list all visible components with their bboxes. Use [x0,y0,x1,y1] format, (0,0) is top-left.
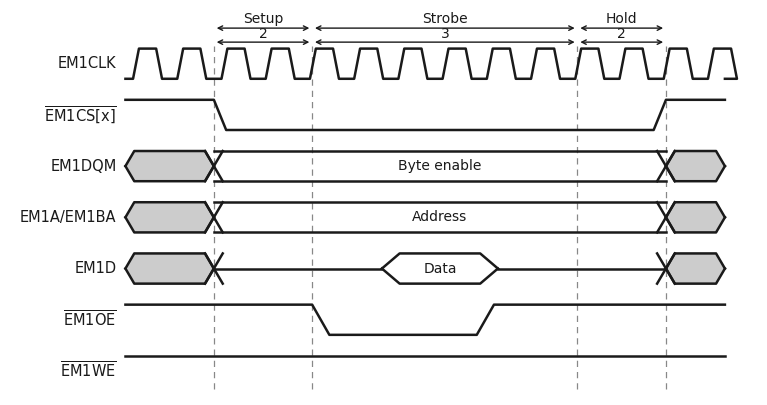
Polygon shape [126,254,214,284]
Text: Byte enable: Byte enable [398,159,482,173]
Text: 2: 2 [258,26,268,40]
Polygon shape [666,254,725,284]
Text: Strobe: Strobe [422,13,468,26]
Text: EM1CLK: EM1CLK [58,56,117,71]
Text: 3: 3 [440,26,449,40]
Text: EM1D: EM1D [74,261,117,276]
Polygon shape [126,151,214,181]
Polygon shape [666,151,725,181]
Text: $\overline{\mathregular{EM1CS[x]}}$: $\overline{\mathregular{EM1CS[x]}}$ [44,104,117,126]
Text: Address: Address [413,210,468,224]
Polygon shape [126,202,214,232]
Text: Setup: Setup [243,13,283,26]
Text: EM1DQM: EM1DQM [51,159,117,174]
Text: $\overline{\mathregular{EM1WE}}$: $\overline{\mathregular{EM1WE}}$ [60,361,117,381]
Polygon shape [666,202,725,232]
Text: Data: Data [423,262,456,275]
Text: EM1A/EM1BA: EM1A/EM1BA [20,210,117,225]
Text: Hold: Hold [606,13,637,26]
Polygon shape [382,254,498,284]
Text: $\overline{\mathregular{EM1OE}}$: $\overline{\mathregular{EM1OE}}$ [63,310,117,330]
Text: 2: 2 [617,26,626,40]
